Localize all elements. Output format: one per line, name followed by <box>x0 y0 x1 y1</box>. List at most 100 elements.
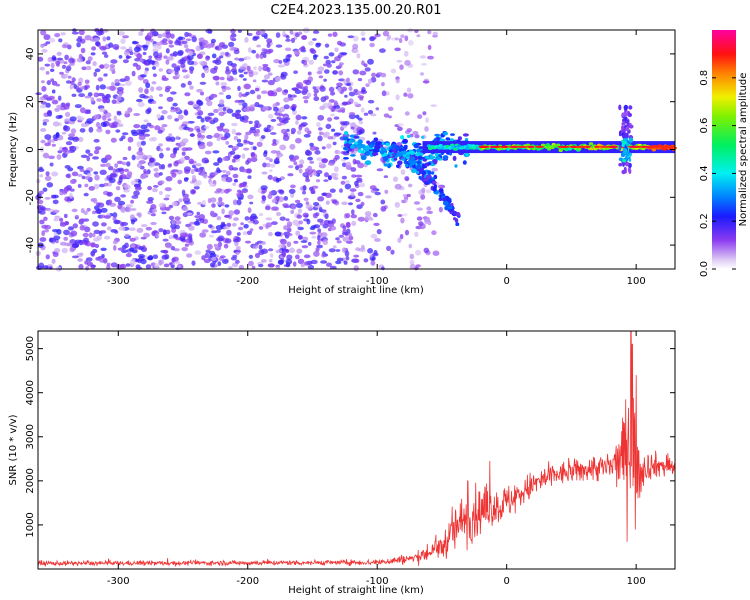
trace-point <box>416 148 423 153</box>
noise-blob <box>370 113 377 117</box>
noise-blob <box>151 100 157 104</box>
noise-blob <box>243 147 250 151</box>
noise-blob <box>420 72 424 76</box>
noise-blob <box>361 37 366 41</box>
noise-blob <box>118 90 123 97</box>
noise-blob <box>244 216 250 221</box>
noise-blob <box>350 167 357 172</box>
trace-point <box>344 131 349 136</box>
trace-point <box>651 148 657 152</box>
noise-blob <box>404 229 410 236</box>
noise-blob <box>155 232 160 239</box>
noise-blob <box>312 212 318 219</box>
spike-point <box>623 137 627 143</box>
noise-blob <box>184 92 191 97</box>
noise-blob <box>154 61 160 68</box>
noise-blob <box>425 189 432 194</box>
noise-blob <box>341 162 347 168</box>
noise-blob <box>55 132 60 139</box>
snr-y-label: SNR (10 * v/v) <box>8 414 19 485</box>
noise-blob <box>262 106 269 111</box>
noise-blob <box>409 253 415 260</box>
noise-blob <box>208 224 213 229</box>
noise-blob <box>317 196 325 202</box>
noise-blob <box>189 85 194 90</box>
noise-blob <box>42 265 49 269</box>
noise-blob <box>54 248 61 253</box>
noise-blob <box>267 193 273 199</box>
noise-blob <box>98 230 103 236</box>
noise-blob <box>196 211 201 216</box>
noise-blob <box>255 87 260 92</box>
noise-blob <box>186 212 193 216</box>
noise-blob <box>191 189 196 194</box>
noise-blob <box>275 211 282 217</box>
noise-blob <box>427 44 432 51</box>
x-tick-label: -200 <box>236 576 259 587</box>
spike-point <box>622 150 627 154</box>
noise-blob <box>131 195 139 199</box>
noise-blob <box>295 254 300 260</box>
noise-blob <box>80 154 88 158</box>
noise-blob <box>252 244 259 249</box>
noise-blob <box>235 246 241 251</box>
noise-blob <box>207 112 215 117</box>
noise-blob <box>118 226 126 231</box>
noise-blob <box>309 171 313 178</box>
noise-blob <box>307 71 312 76</box>
noise-blob <box>210 197 217 203</box>
noise-blob <box>213 162 220 166</box>
noise-blob <box>371 256 376 261</box>
noise-blob <box>425 117 429 123</box>
trace-point <box>457 136 462 141</box>
noise-blob <box>265 156 271 161</box>
noise-blob <box>124 206 132 213</box>
noise-blob <box>158 180 165 185</box>
trace-core <box>534 145 545 148</box>
noise-blob <box>356 53 361 59</box>
noise-blob <box>145 226 152 231</box>
noise-blob <box>306 218 311 225</box>
noise-blob <box>420 194 426 200</box>
noise-blob <box>337 40 342 46</box>
noise-blob <box>426 206 432 211</box>
trace-point <box>360 154 367 161</box>
noise-blob <box>239 74 244 78</box>
noise-blob <box>193 220 201 226</box>
noise-blob <box>200 134 206 139</box>
noise-blob <box>78 93 85 98</box>
noise-blob <box>183 109 188 115</box>
noise-blob <box>438 206 443 213</box>
noise-blob <box>214 46 219 50</box>
noise-blob <box>162 32 167 38</box>
noise-blob <box>131 70 136 77</box>
spike-point <box>621 125 625 131</box>
noise-blob <box>286 58 291 62</box>
noise-blob <box>109 67 116 72</box>
noise-blob <box>397 214 403 217</box>
trace-point <box>434 133 441 137</box>
trace-point <box>450 133 455 136</box>
noise-blob <box>314 150 321 155</box>
noise-blob <box>296 223 301 228</box>
spike-point <box>628 122 632 127</box>
noise-blob <box>170 33 175 39</box>
noise-blob <box>94 146 102 151</box>
noise-blob <box>106 262 111 266</box>
noise-blob <box>209 183 217 187</box>
noise-blob <box>244 37 249 43</box>
noise-blob <box>205 55 210 61</box>
noise-blob <box>357 78 363 82</box>
noise-blob <box>71 171 79 177</box>
noise-blob <box>38 190 45 195</box>
noise-blob <box>83 85 88 91</box>
noise-blob <box>417 114 423 119</box>
noise-blob <box>85 149 91 154</box>
noise-blob <box>150 86 155 92</box>
noise-blob <box>47 110 52 117</box>
noise-blob <box>293 161 298 166</box>
noise-blob <box>96 98 102 102</box>
noise-blob <box>49 162 54 167</box>
snr-marks <box>37 330 676 568</box>
